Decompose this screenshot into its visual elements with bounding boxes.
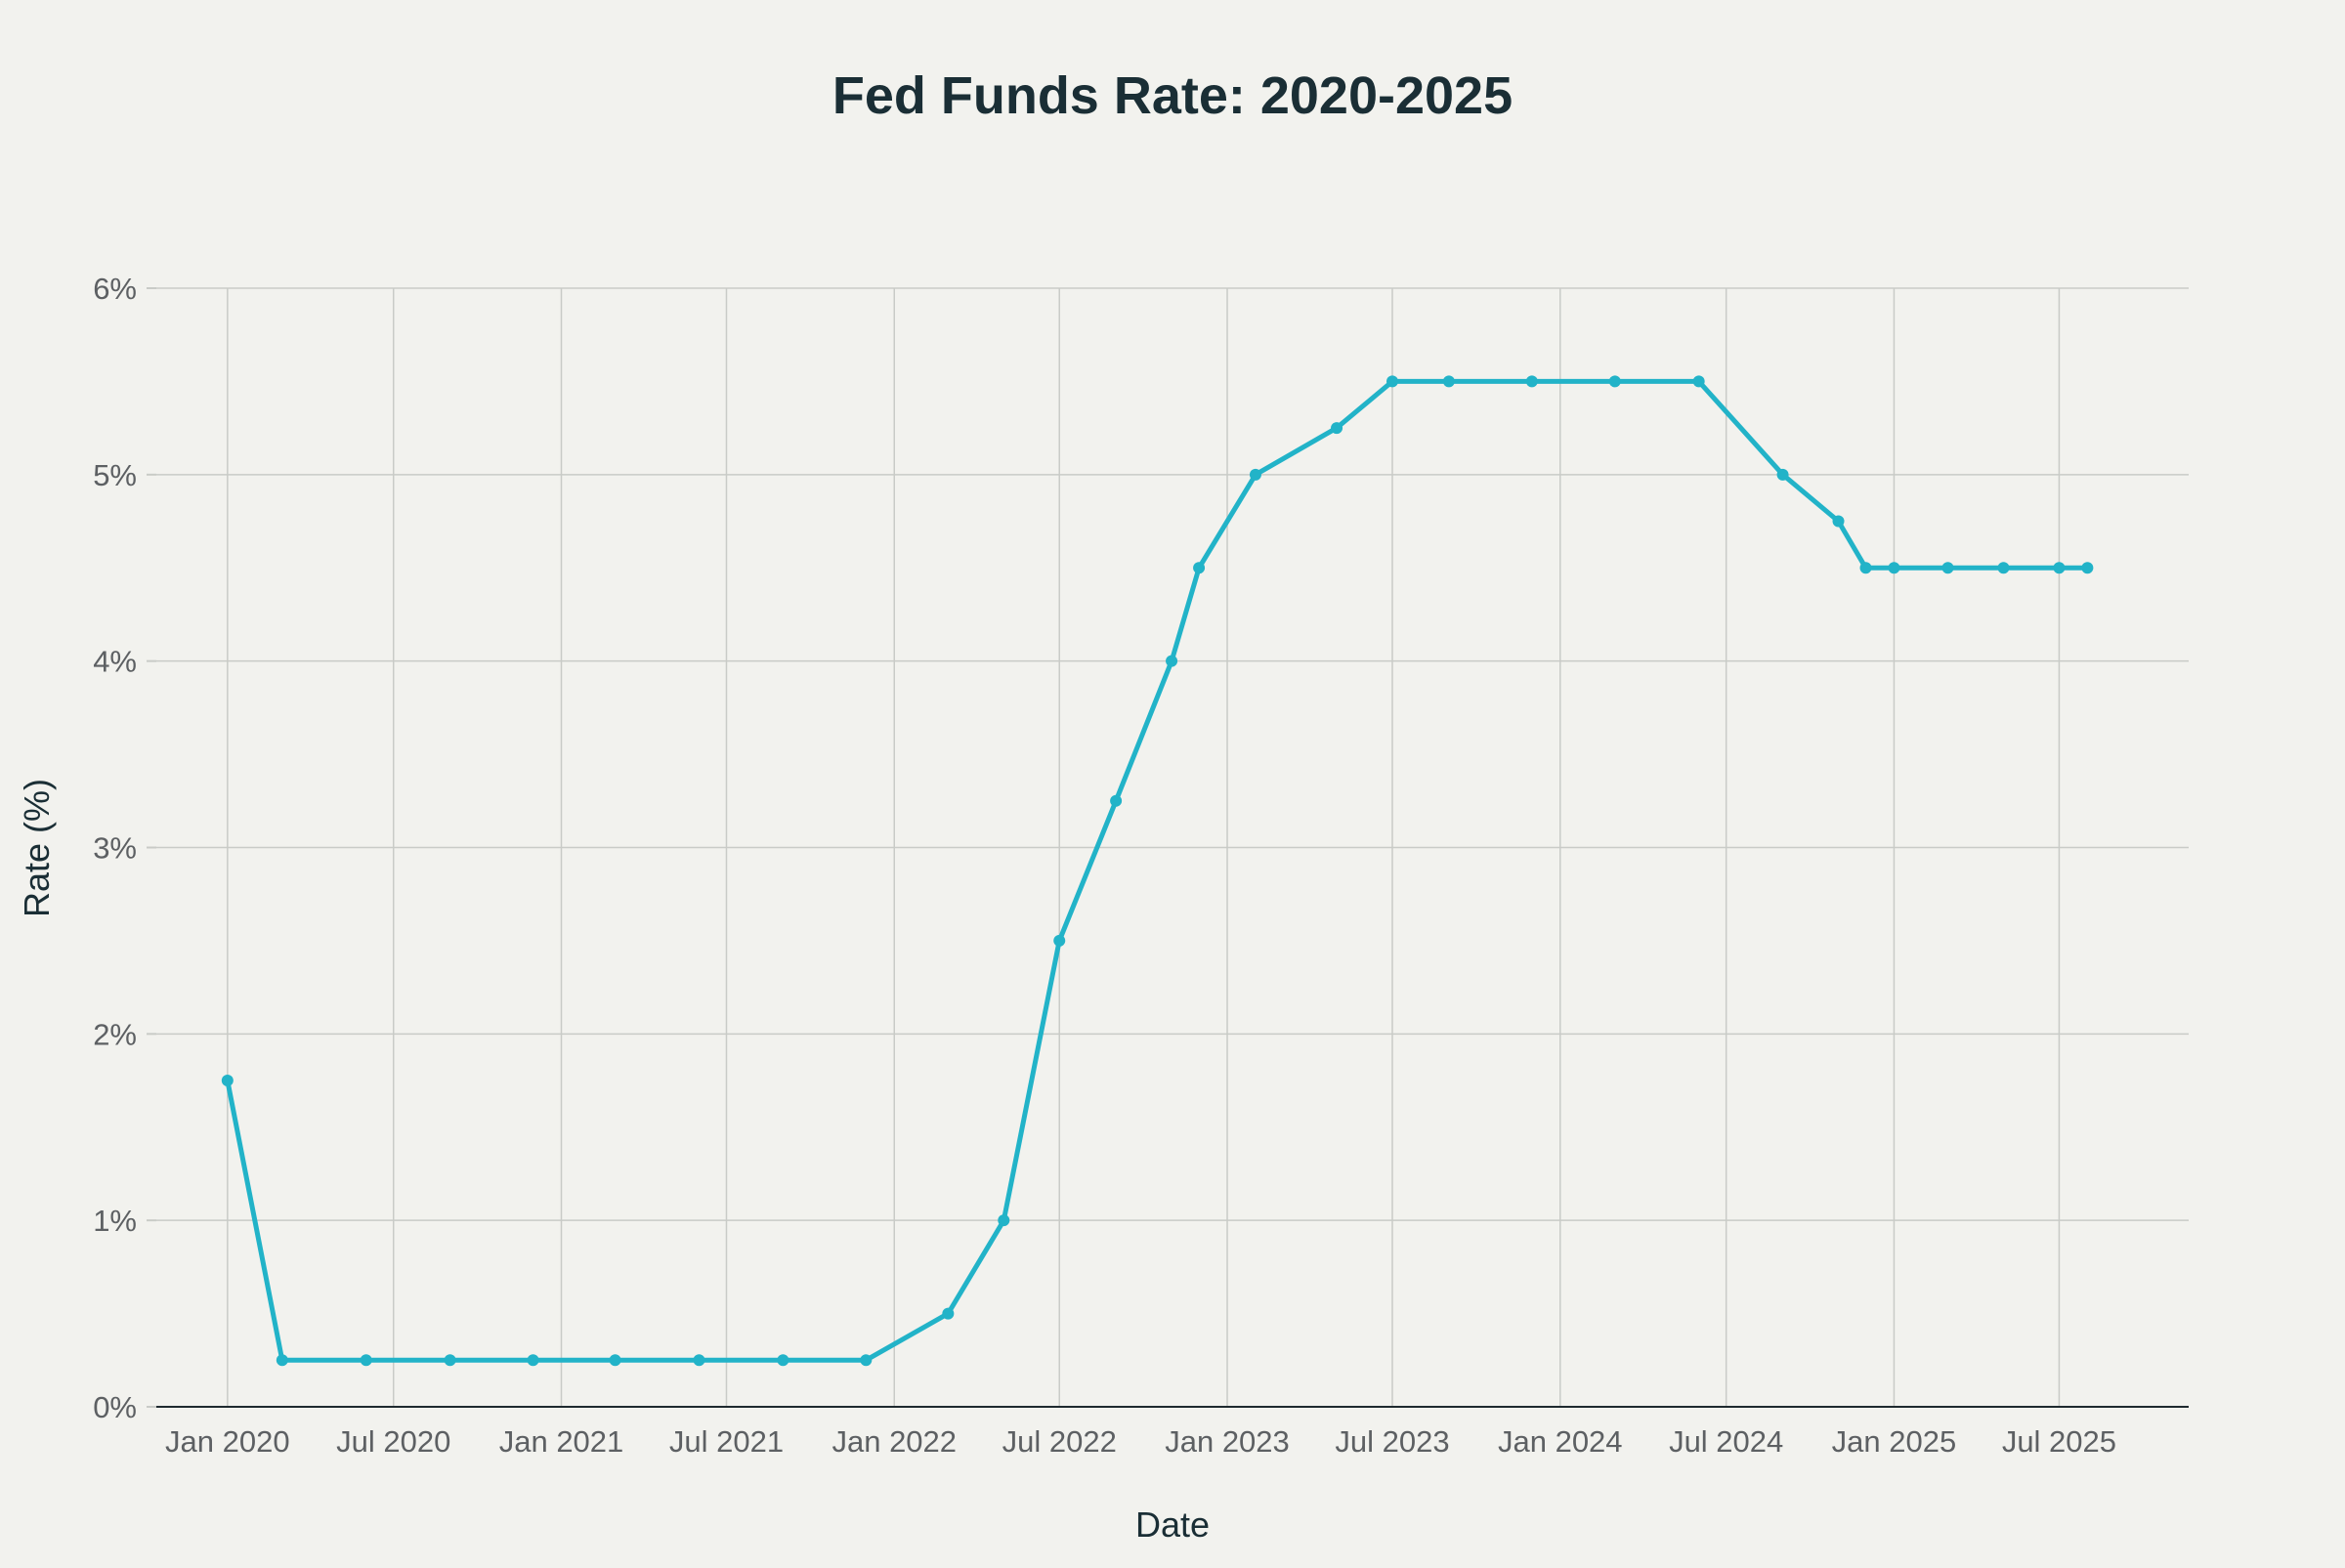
- data-point: [1249, 468, 1261, 481]
- y-tick-label: 0%: [93, 1390, 137, 1424]
- data-point: [1888, 562, 1900, 574]
- data-point: [221, 1075, 234, 1087]
- data-point: [360, 1354, 372, 1367]
- data-point: [1442, 375, 1455, 388]
- data-point: [777, 1354, 789, 1367]
- data-point: [527, 1354, 539, 1367]
- data-point: [1110, 794, 1123, 807]
- y-tick-label: 5%: [93, 458, 137, 492]
- y-axis-ticks: 0% 1% 2% 3% 4% 5% 6%: [93, 272, 156, 1424]
- x-tick-label: Jan 2025: [1832, 1424, 1957, 1459]
- data-point: [1832, 515, 1845, 528]
- data-point: [1692, 375, 1705, 388]
- x-tick-label: Jan 2024: [1498, 1424, 1623, 1459]
- data-point: [1525, 375, 1538, 388]
- x-tick-label: Jan 2020: [165, 1424, 290, 1459]
- x-axis-ticks: Jan 2020 Jul 2020 Jan 2021 Jul 2021 Jan 2022…: [165, 1424, 2116, 1459]
- data-point: [444, 1354, 456, 1367]
- data-point: [860, 1354, 873, 1367]
- series-line: [225, 378, 2090, 1363]
- y-axis-title: Rate (%): [17, 779, 57, 917]
- chart-title: Fed Funds Rate: 2020-2025: [832, 66, 1513, 125]
- x-tick-label: Jul 2021: [669, 1424, 784, 1459]
- data-point: [609, 1354, 621, 1367]
- x-tick-label: Jul 2020: [336, 1424, 450, 1459]
- x-tick-label: Jan 2023: [1165, 1424, 1290, 1459]
- data-point: [1193, 562, 1206, 574]
- data-point: [1053, 934, 1066, 947]
- series-layer: [221, 375, 2094, 1367]
- y-tick-label: 6%: [93, 272, 137, 306]
- data-point: [2081, 562, 2094, 574]
- data-point: [998, 1214, 1010, 1227]
- y-tick-label: 4%: [93, 645, 137, 679]
- data-point: [693, 1354, 705, 1367]
- x-tick-label: Jul 2025: [2002, 1424, 2116, 1459]
- x-tick-label: Jul 2024: [1669, 1424, 1783, 1459]
- data-point: [1997, 562, 2010, 574]
- y-tick-label: 3%: [93, 831, 137, 866]
- data-point: [1166, 655, 1178, 667]
- data-point: [1776, 468, 1789, 481]
- data-point: [2053, 562, 2066, 574]
- data-point: [942, 1307, 955, 1320]
- x-tick-label: Jan 2022: [831, 1424, 957, 1459]
- data-point: [1386, 375, 1398, 388]
- y-tick-label: 1%: [93, 1204, 137, 1238]
- x-tick-label: Jul 2022: [1002, 1424, 1117, 1459]
- data-point: [276, 1354, 288, 1367]
- x-axis-title: Date: [1135, 1504, 1210, 1545]
- y-tick-label: 2%: [93, 1017, 137, 1051]
- x-tick-label: Jan 2021: [499, 1424, 624, 1459]
- data-point: [1331, 422, 1343, 435]
- data-point: [1859, 562, 1872, 574]
- x-tick-label: Jul 2023: [1335, 1424, 1449, 1459]
- gridlines: [156, 287, 2189, 1407]
- data-point: [1941, 562, 1954, 574]
- data-point: [1608, 375, 1621, 388]
